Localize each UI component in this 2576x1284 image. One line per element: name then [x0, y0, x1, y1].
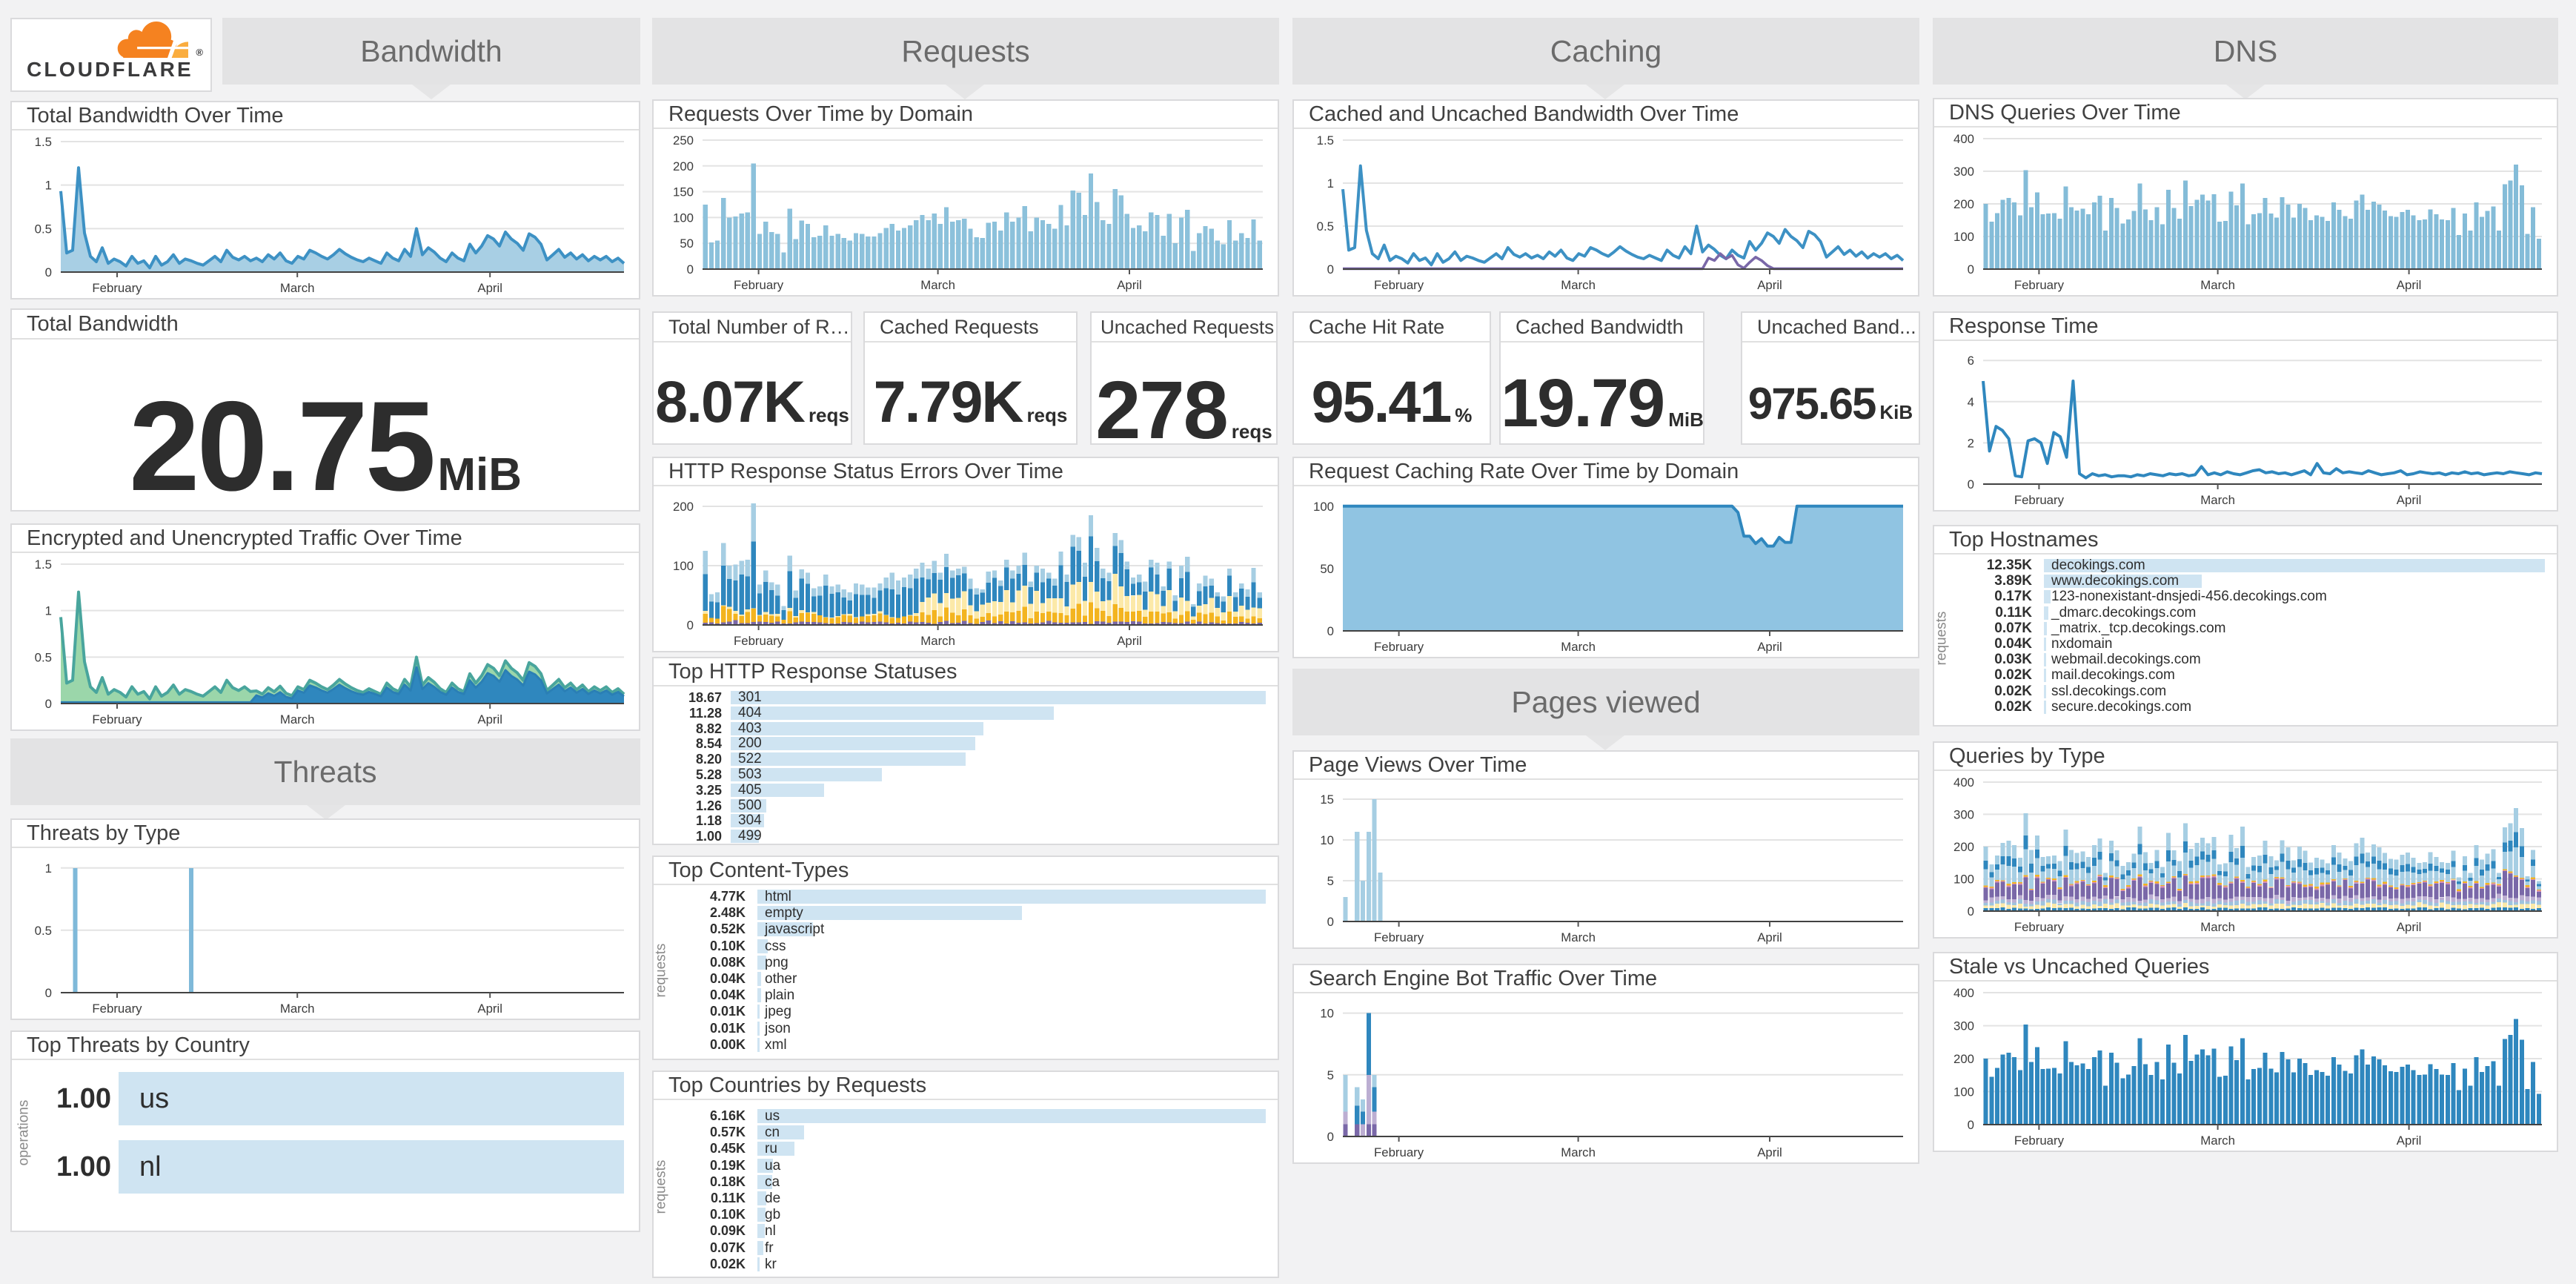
svg-text:100: 100 [673, 559, 694, 573]
svg-text:April: April [2397, 920, 2422, 934]
svg-text:0: 0 [45, 986, 52, 1000]
svg-text:1.5: 1.5 [1317, 133, 1334, 148]
svg-text:6: 6 [1968, 354, 1974, 368]
svg-text:400: 400 [1953, 775, 1974, 790]
svg-text:April: April [1757, 1145, 1782, 1159]
svg-text:100: 100 [1953, 230, 1974, 244]
svg-text:0: 0 [1968, 262, 1974, 277]
svg-text:200: 200 [1953, 1052, 1974, 1066]
svg-text:200: 200 [1953, 197, 1974, 211]
svg-text:April: April [477, 712, 502, 727]
svg-text:300: 300 [1953, 165, 1974, 179]
svg-text:100: 100 [1953, 1085, 1974, 1099]
svg-text:March: March [280, 281, 315, 295]
svg-text:February: February [92, 1002, 142, 1016]
svg-text:1: 1 [45, 861, 52, 876]
svg-text:100: 100 [673, 211, 694, 225]
svg-text:50: 50 [680, 236, 694, 251]
svg-text:February: February [92, 281, 142, 295]
svg-text:300: 300 [1953, 1019, 1974, 1033]
svg-text:March: March [280, 712, 315, 727]
svg-text:February: February [2014, 493, 2065, 507]
svg-text:March: March [1561, 640, 1596, 654]
svg-text:April: April [1117, 634, 1142, 648]
svg-text:10: 10 [1320, 833, 1334, 847]
svg-text:0.5: 0.5 [35, 650, 52, 664]
svg-text:February: February [92, 712, 142, 727]
svg-text:1.5: 1.5 [35, 557, 52, 572]
svg-text:April: April [2397, 1134, 2422, 1148]
svg-text:4: 4 [1968, 395, 1974, 409]
svg-text:February: February [734, 634, 784, 648]
svg-text:0.5: 0.5 [35, 222, 52, 236]
svg-text:April: April [477, 281, 502, 295]
svg-text:1: 1 [45, 604, 52, 618]
svg-text:15: 15 [1320, 792, 1334, 807]
svg-text:0: 0 [1968, 477, 1974, 492]
svg-text:10: 10 [1320, 1007, 1334, 1021]
svg-text:February: February [2014, 920, 2065, 934]
svg-text:1.5: 1.5 [35, 135, 52, 149]
svg-text:March: March [920, 634, 955, 648]
svg-text:1: 1 [45, 179, 52, 193]
svg-text:February: February [1374, 640, 1424, 654]
svg-text:March: March [920, 278, 955, 292]
svg-text:March: March [1561, 278, 1596, 292]
svg-text:February: February [2014, 278, 2065, 292]
svg-text:0: 0 [1327, 624, 1334, 638]
svg-text:5: 5 [1327, 1068, 1334, 1082]
svg-text:April: April [1757, 640, 1782, 654]
svg-text:March: March [1561, 930, 1596, 944]
svg-text:0.5: 0.5 [1317, 219, 1334, 234]
svg-text:0: 0 [45, 697, 52, 711]
svg-text:50: 50 [1320, 562, 1334, 576]
svg-text:March: March [280, 1002, 315, 1016]
svg-text:5: 5 [1327, 874, 1334, 888]
svg-text:March: March [2200, 278, 2235, 292]
svg-text:400: 400 [1953, 986, 1974, 1000]
svg-text:February: February [734, 278, 784, 292]
svg-text:February: February [1374, 278, 1424, 292]
svg-text:0: 0 [1327, 915, 1334, 929]
svg-text:April: April [2397, 278, 2422, 292]
svg-text:2: 2 [1968, 436, 1974, 450]
svg-text:300: 300 [1953, 807, 1974, 821]
svg-text:February: February [2014, 1134, 2065, 1148]
svg-text:April: April [1757, 278, 1782, 292]
svg-text:0: 0 [687, 618, 694, 632]
svg-text:200: 200 [673, 500, 694, 514]
svg-text:March: March [2200, 920, 2235, 934]
svg-text:1: 1 [1327, 176, 1334, 191]
svg-text:0: 0 [1968, 1118, 1974, 1132]
svg-text:0: 0 [1968, 904, 1974, 919]
svg-text:April: April [1117, 278, 1142, 292]
svg-text:200: 200 [673, 159, 694, 173]
svg-text:0: 0 [45, 265, 52, 279]
svg-text:150: 150 [673, 185, 694, 199]
svg-text:0: 0 [687, 262, 694, 277]
svg-text:250: 250 [673, 133, 694, 148]
svg-text:February: February [1374, 1145, 1424, 1159]
svg-text:March: March [1561, 1145, 1596, 1159]
svg-text:April: April [1757, 930, 1782, 944]
svg-text:March: March [2200, 1134, 2235, 1148]
svg-text:0: 0 [1327, 1130, 1334, 1144]
svg-text:100: 100 [1313, 500, 1334, 514]
svg-text:0: 0 [1327, 262, 1334, 277]
svg-text:0.5: 0.5 [35, 924, 52, 938]
svg-text:April: April [2397, 493, 2422, 507]
svg-text:March: March [2200, 493, 2235, 507]
svg-text:400: 400 [1953, 132, 1974, 146]
svg-text:100: 100 [1953, 873, 1974, 887]
svg-text:200: 200 [1953, 840, 1974, 854]
svg-text:April: April [477, 1002, 502, 1016]
svg-text:February: February [1374, 930, 1424, 944]
